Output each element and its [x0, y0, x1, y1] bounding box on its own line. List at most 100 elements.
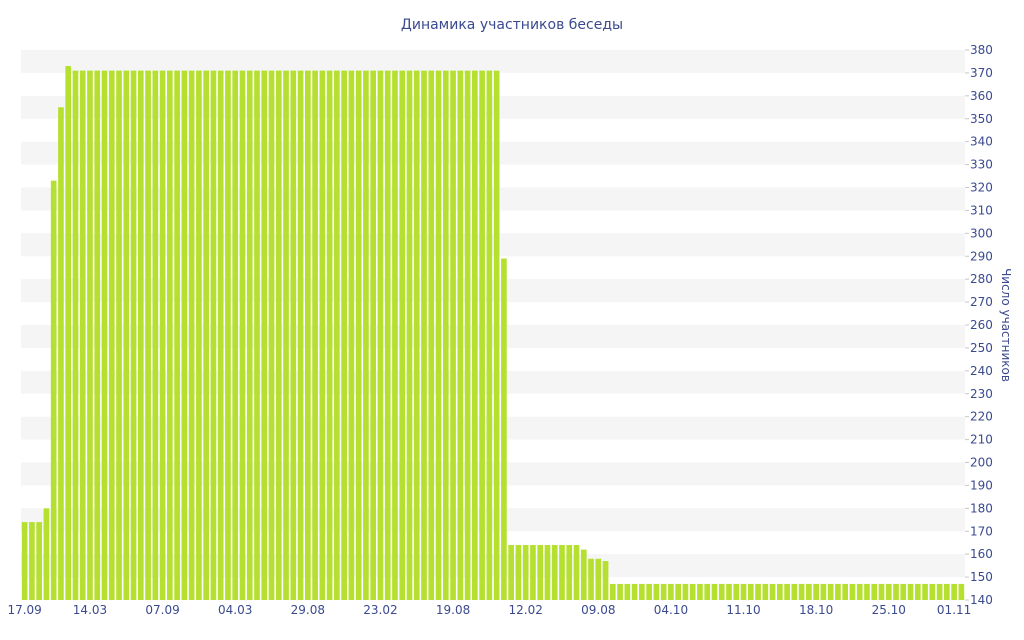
bar [929, 583, 936, 600]
bar [217, 70, 224, 601]
bar [944, 583, 950, 600]
bar [806, 583, 812, 600]
bar [747, 583, 754, 600]
bar [769, 583, 776, 600]
y-tick-label: 290 [970, 249, 993, 263]
y-tick-label: 280 [970, 272, 993, 286]
y-tick-label: 180 [970, 501, 993, 515]
bar [573, 545, 580, 600]
bar [595, 558, 602, 600]
bar [363, 70, 369, 601]
bar [297, 70, 304, 601]
bar [922, 583, 928, 600]
bar [87, 70, 93, 601]
bar [123, 70, 130, 601]
bar [588, 558, 594, 600]
bar [537, 545, 544, 600]
bar [355, 70, 362, 601]
bar [137, 70, 144, 601]
y-tick-label: 190 [970, 478, 993, 492]
y-tick-label: 360 [970, 89, 993, 103]
bar [341, 70, 347, 601]
bar [740, 583, 747, 600]
bar [675, 583, 681, 600]
bar [878, 583, 885, 600]
x-tick-label: 19.08 [436, 603, 470, 617]
y-tick-label: 250 [970, 341, 993, 355]
bar [653, 583, 660, 600]
bar [631, 583, 638, 600]
bar [813, 583, 819, 600]
bar [312, 70, 318, 601]
bar [246, 70, 253, 601]
y-tick-label: 200 [970, 456, 993, 470]
bar [704, 583, 711, 600]
bar [914, 583, 921, 600]
bar [617, 583, 623, 600]
bar [413, 70, 420, 601]
bar [566, 545, 573, 600]
bar [493, 70, 500, 601]
bar [348, 70, 355, 601]
bar [711, 583, 718, 600]
bar [609, 583, 616, 600]
y-tick-label: 270 [970, 295, 993, 309]
bar [697, 583, 703, 600]
bar [101, 70, 108, 601]
bar [275, 70, 282, 601]
y-tick-label: 350 [970, 112, 993, 126]
bar [239, 70, 246, 601]
bar [515, 545, 522, 600]
bar [58, 107, 64, 600]
y-tick-label: 230 [970, 387, 993, 401]
bar [167, 70, 173, 601]
bar [188, 70, 195, 601]
bar [762, 583, 769, 600]
bar [29, 522, 35, 600]
bar [464, 70, 471, 601]
bar [196, 70, 202, 601]
bar [784, 583, 790, 600]
y-tick-label: 310 [970, 203, 993, 217]
bar [145, 70, 151, 601]
bar [283, 70, 289, 601]
bar [479, 70, 485, 601]
bar [225, 70, 231, 601]
y-tick-label: 320 [970, 181, 993, 195]
bar [551, 545, 558, 600]
bar [580, 549, 587, 600]
bar [682, 583, 689, 600]
x-tick-label: 25.10 [872, 603, 906, 617]
x-tick-label: 11.10 [726, 603, 760, 617]
bar [472, 70, 478, 601]
x-tick-label: 23.02 [363, 603, 397, 617]
bar [305, 70, 311, 601]
y-tick-label: 330 [970, 158, 993, 172]
bar [130, 70, 137, 601]
bar [486, 70, 493, 601]
bar [254, 70, 260, 601]
bar [159, 70, 166, 601]
bar [108, 70, 115, 601]
y-tick-label: 370 [970, 66, 993, 80]
bar [210, 70, 217, 601]
bar [232, 70, 239, 601]
bar [842, 583, 849, 600]
bar [755, 583, 761, 600]
bar [326, 70, 333, 601]
grid-band [21, 50, 965, 73]
bar [319, 70, 326, 601]
bar [399, 70, 406, 601]
y-tick-label: 340 [970, 135, 993, 149]
y-tick-label: 240 [970, 364, 993, 378]
bar [21, 522, 28, 600]
bar [856, 583, 863, 600]
bars-group [21, 66, 965, 601]
y-axis-ticks: 140 150 160 170 180 190 200 210 220 230 240 250 260 2… [965, 43, 993, 607]
bar [733, 583, 740, 600]
bar [72, 70, 79, 601]
bar [777, 583, 783, 600]
bar [646, 583, 652, 600]
